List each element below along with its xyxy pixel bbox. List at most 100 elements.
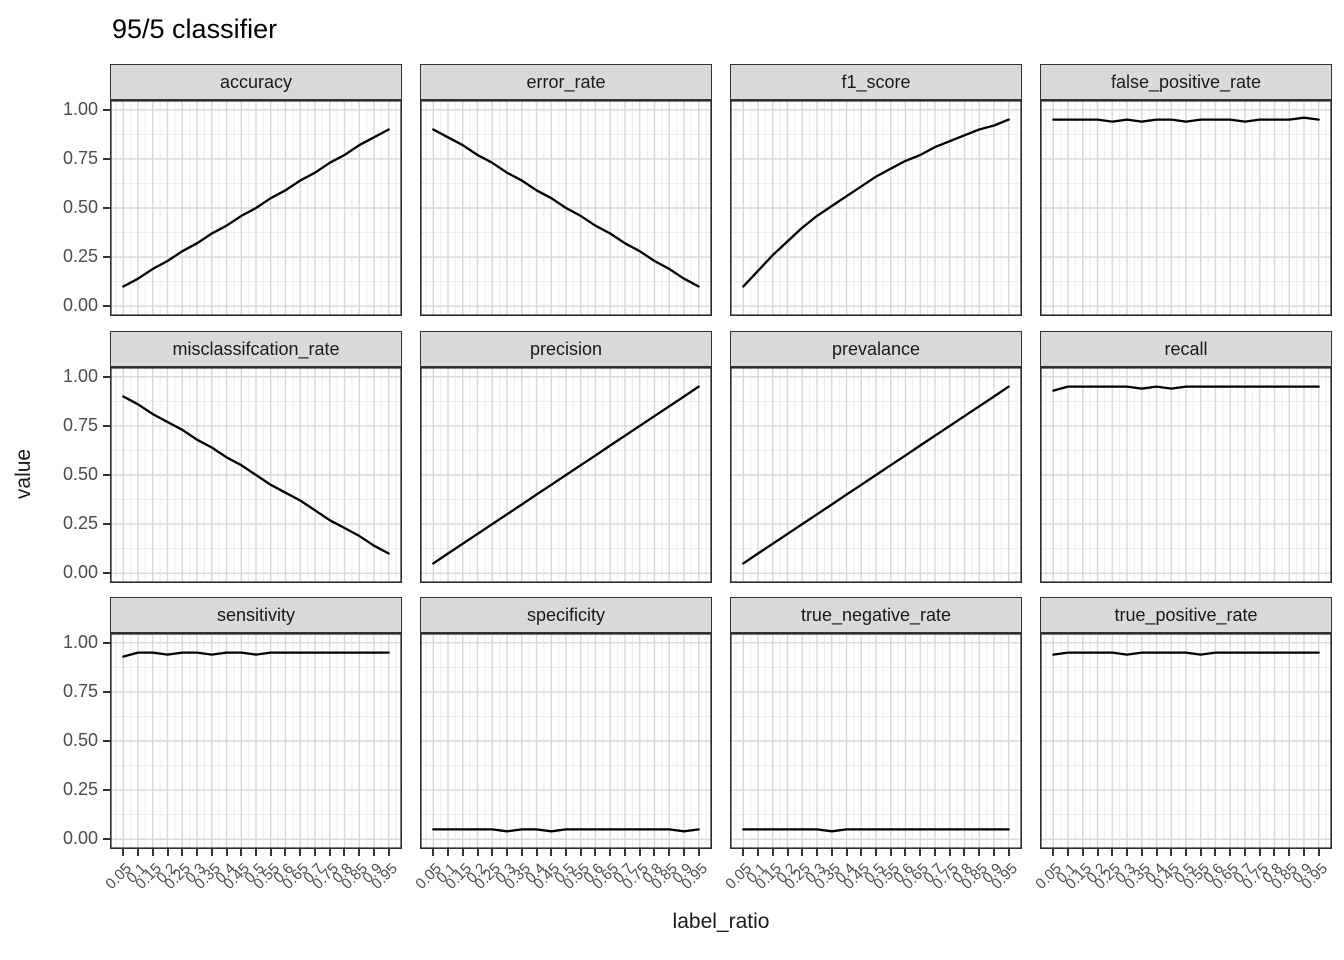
x-tick-mark [1185,849,1187,856]
x-tick-mark [742,849,745,856]
x-tick-mark [181,849,184,856]
x-tick-mark [845,849,848,856]
facet-panel [420,633,712,849]
x-tick-mark [432,849,435,856]
x-tick-mark [1243,849,1246,856]
data-line [122,651,390,658]
facet-strip: f1_score [730,64,1022,100]
x-tick-mark [1067,849,1070,856]
x-tick-mark [638,849,641,856]
facet-strip: recall [1040,331,1332,367]
x-tick-mark [623,849,626,856]
x-tick-mark [372,849,375,856]
data-line [1052,651,1320,656]
x-tick-mark [196,849,198,856]
y-tick-mark [103,474,110,476]
x-tick-mark [1317,849,1320,856]
x-tick-mark [122,849,125,856]
x-tick-mark [565,849,567,856]
facet-panel [730,633,1022,849]
x-tick-mark [387,849,390,856]
x-tick-mark [225,849,228,856]
x-tick-mark [255,849,257,856]
x-tick-mark [343,849,346,856]
data-line [122,395,390,555]
facet-strip-label: f1_score [841,71,911,92]
x-axis-title: label_ratio [672,910,770,933]
x-tick-mark [757,849,760,856]
data-line [1052,385,1320,392]
x-tick-mark [1155,849,1158,856]
data-line [432,128,700,288]
x-tick-mark [520,849,523,856]
x-tick-mark [697,849,700,856]
x-tick-mark [801,849,804,856]
facet-strip-label: specificity [526,604,606,625]
y-tick-label: 0.75 [62,147,98,168]
facet-strip-label: true_negative_rate [800,604,952,625]
y-tick-label: 0.50 [62,197,98,217]
x-tick-mark [1111,849,1114,856]
y-tick-mark [103,207,110,209]
y-tick-label: 1.00 [62,365,98,386]
x-tick-mark [535,849,538,856]
x-tick-mark [550,849,553,856]
y-tick-label: 0.25 [62,246,98,267]
data-line [122,128,390,288]
facet-panel [1040,100,1332,316]
x-tick-mark [816,849,818,856]
x-tick-mark [299,849,302,856]
y-tick-label: 1.00 [62,98,98,119]
facet-strip: false_positive_rate [1040,64,1332,100]
facet-strip-label: misclassifcation_rate [172,338,340,359]
facet-panel [420,367,712,583]
x-tick-mark [978,849,981,856]
x-tick-mark [269,849,272,856]
facet-strip: sensitivity [110,597,402,633]
x-tick-mark [786,849,789,856]
x-tick-mark [860,849,863,856]
y-tick-mark [103,375,110,378]
x-tick-mark [1199,849,1202,856]
facet-strip: true_negative_rate [730,597,1022,633]
facet-strip: error_rate [420,64,712,100]
y-tick-mark [103,789,110,792]
facet-strip: precision [420,331,712,367]
x-tick-mark [1273,849,1276,856]
x-tick-mark [653,849,656,856]
x-tick-mark [992,849,995,856]
y-tick-mark [103,157,110,160]
y-tick-mark [103,690,110,693]
facet-strip: true_positive_rate [1040,597,1332,633]
facet-strip-label: true_positive_rate [1114,604,1258,625]
facet-strip-label: prevalance [831,338,921,359]
facet-panel [730,367,1022,583]
y-tick-label: 1.00 [62,631,98,652]
facet-panel [110,367,402,583]
x-tick-mark [933,849,936,856]
facet-strip-label: accuracy [219,71,293,92]
x-tick-mark [1096,849,1099,856]
y-tick-label: 0.00 [62,295,98,316]
y-tick-mark [103,424,110,427]
x-tick-mark [1126,849,1128,856]
data-line [1052,116,1320,123]
x-tick-mark [1258,849,1261,856]
facet-panel [110,633,402,849]
x-tick-mark [1229,849,1232,856]
x-tick-mark [1140,849,1143,856]
y-tick-mark [103,641,110,644]
y-tick-mark [103,108,110,111]
y-tick-label: 0.00 [62,828,98,849]
x-tick-mark [904,849,907,856]
facet-strip-label: recall [1164,338,1208,359]
facet-panel [420,100,712,316]
facet-strip: misclassifcation_rate [110,331,402,367]
facet-strip-label: false_positive_rate [1110,71,1262,92]
facet-strip-label: sensitivity [216,604,296,625]
facet-strip-label: precision [529,338,603,359]
x-tick-mark [284,849,287,856]
facet-strip-label: error_rate [526,71,606,92]
y-tick-label: 0.75 [62,414,98,435]
